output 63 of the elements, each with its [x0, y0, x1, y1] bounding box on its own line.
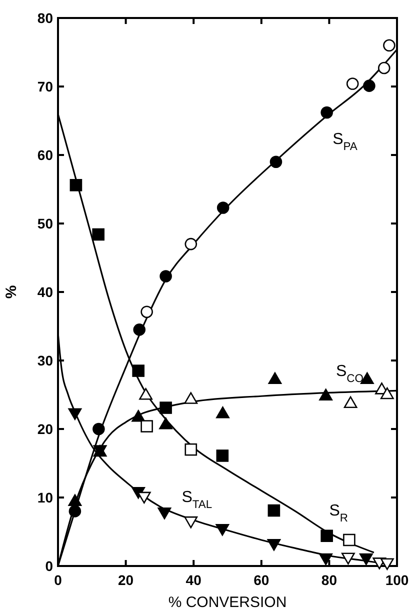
- point: [132, 364, 144, 377]
- x-tick-label: 60: [254, 572, 270, 588]
- point: [140, 306, 153, 318]
- point: [216, 406, 230, 418]
- point: [140, 420, 153, 432]
- series-label: S$_{PA}$: [332, 130, 358, 153]
- point: [383, 39, 396, 52]
- x-tick-label: 80: [321, 572, 338, 588]
- series-label: S$_{R}$: [329, 502, 348, 525]
- y-tick-label: 10: [37, 489, 54, 506]
- point: [378, 62, 390, 74]
- point: [68, 505, 82, 518]
- point: [68, 494, 82, 506]
- point: [70, 178, 82, 192]
- y-tick-label: 80: [37, 10, 54, 26]
- point: [267, 539, 281, 551]
- point: [160, 402, 172, 414]
- point: [380, 558, 394, 570]
- point: [319, 553, 333, 566]
- point: [160, 270, 172, 282]
- point: [344, 396, 358, 408]
- point: [68, 408, 82, 420]
- x-tick-label: 100: [385, 572, 409, 588]
- y-tick-label: 40: [37, 284, 54, 300]
- point: [184, 238, 198, 250]
- point: [133, 324, 146, 336]
- point: [380, 387, 394, 400]
- point: [158, 508, 172, 520]
- y-tick-label: 20: [37, 420, 54, 437]
- point: [320, 106, 333, 119]
- point: [159, 418, 172, 430]
- point: [132, 410, 146, 422]
- point: [92, 228, 104, 241]
- y-tick-label: 30: [37, 352, 54, 368]
- point: [92, 422, 105, 436]
- point: [216, 202, 230, 214]
- y-tick-label: 60: [37, 146, 54, 163]
- y-axis-title: %: [3, 285, 20, 299]
- x-tick-label: 40: [186, 572, 202, 588]
- x-tick-label: 20: [118, 572, 134, 588]
- point: [270, 156, 282, 168]
- series-label: S$_{TAL}$: [182, 488, 212, 511]
- point: [184, 392, 198, 404]
- y-tick-label: 50: [37, 215, 54, 232]
- point: [139, 388, 152, 400]
- x-axis-title: % CONVERSION: [168, 594, 287, 611]
- point: [341, 552, 355, 564]
- point: [268, 504, 280, 517]
- point: [320, 530, 333, 542]
- point: [216, 450, 229, 462]
- point: [216, 524, 230, 536]
- point: [184, 443, 198, 456]
- point: [268, 372, 282, 384]
- point: [346, 78, 359, 90]
- point: [184, 516, 198, 528]
- point: [363, 80, 376, 92]
- point: [137, 492, 151, 504]
- series-label: S$_{CO}$: [336, 363, 364, 386]
- point: [359, 553, 373, 566]
- point: [343, 534, 356, 546]
- y-tick-label: 0: [45, 558, 54, 574]
- point: [319, 388, 333, 400]
- y-tick-label: 70: [37, 78, 54, 94]
